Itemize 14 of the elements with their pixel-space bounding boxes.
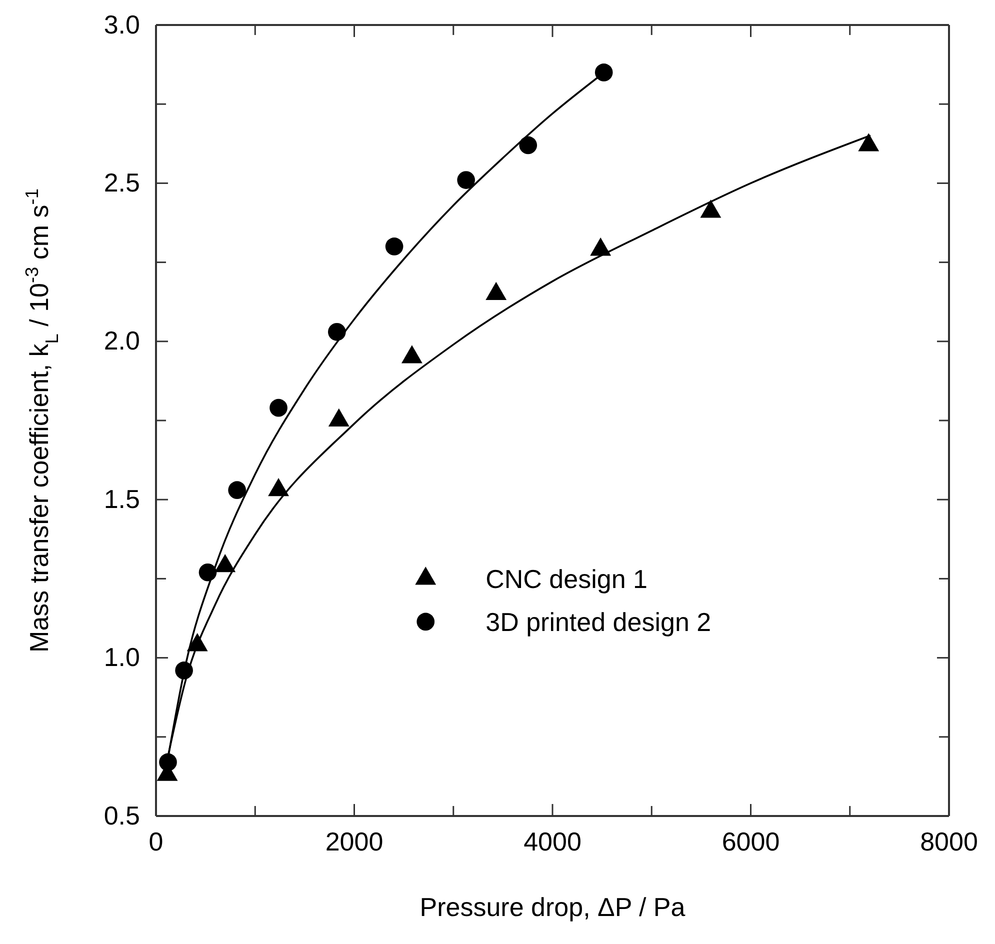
y-tick-label: 3.0	[104, 9, 140, 40]
x-tick-label: 6000	[722, 826, 780, 856]
y-tick-label: 2.5	[104, 168, 140, 198]
x-tick-label: 4000	[524, 826, 582, 856]
y-tick-label: 1.5	[104, 484, 140, 514]
y-tick-label: 2.0	[104, 326, 140, 356]
x-axis-title: Pressure drop, ΔP / Pa	[420, 892, 686, 922]
legend-label: CNC design 1	[486, 564, 648, 594]
x-tick-label: 2000	[325, 826, 384, 856]
x-tick-label: 8000	[920, 826, 978, 856]
x-tick-label: 0	[148, 826, 164, 856]
y-tick-label: 0.5	[104, 800, 140, 830]
y-tick-label: 1.0	[104, 642, 140, 672]
legend-label: 3D printed design 2	[486, 606, 712, 637]
